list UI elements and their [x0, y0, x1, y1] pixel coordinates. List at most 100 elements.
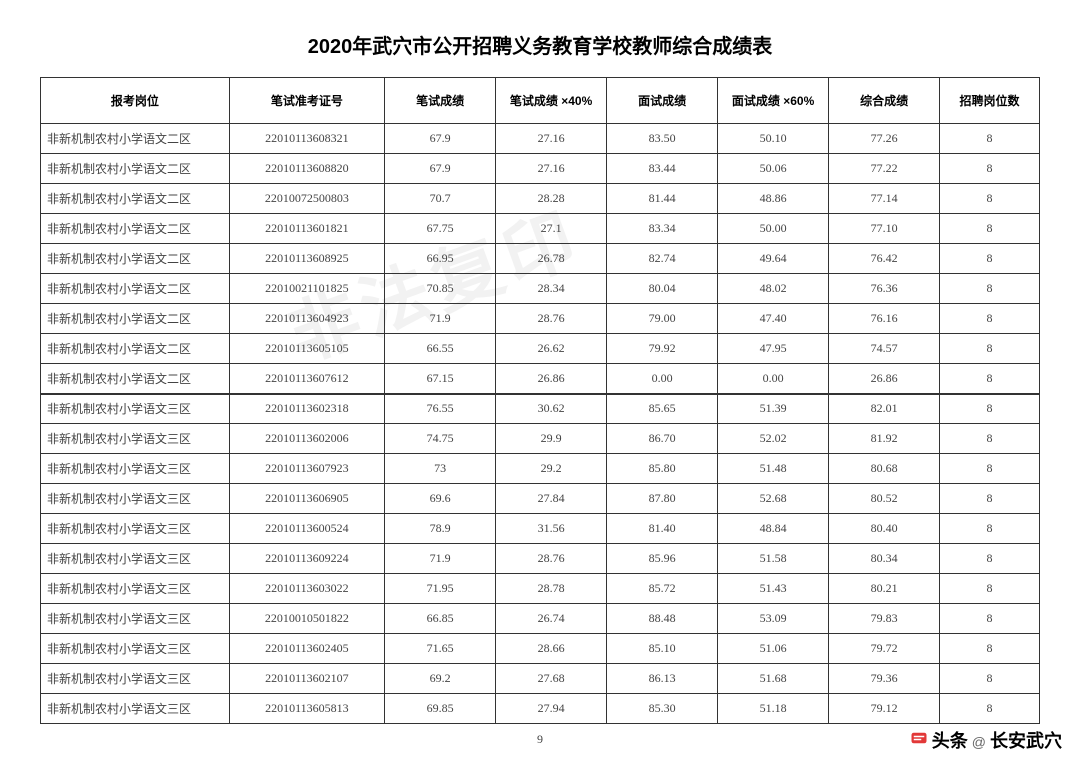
table-cell: 8 — [940, 184, 1040, 214]
table-cell: 79.72 — [829, 634, 940, 664]
table-cell: 27.16 — [496, 154, 607, 184]
table-cell: 77.26 — [829, 124, 940, 154]
table-row: 非新机制农村小学语文三区2201011360052478.931.5681.40… — [41, 514, 1040, 544]
table-body: 非新机制农村小学语文二区2201011360832167.927.1683.50… — [41, 124, 1040, 724]
table-cell: 22010113608321 — [229, 124, 384, 154]
table-cell: 52.68 — [718, 484, 829, 514]
table-cell: 28.78 — [496, 574, 607, 604]
table-cell: 47.95 — [718, 334, 829, 364]
table-cell: 非新机制农村小学语文三区 — [41, 664, 230, 694]
table-cell: 85.30 — [607, 694, 718, 724]
table-row: 非新机制农村小学语文二区2201011360492371.928.7679.00… — [41, 304, 1040, 334]
table-cell: 26.62 — [496, 334, 607, 364]
table-cell: 22010113601821 — [229, 214, 384, 244]
table-row: 非新机制农村小学语文三区2201011360210769.227.6886.13… — [41, 664, 1040, 694]
table-row: 非新机制农村小学语文二区2201011360182167.7527.183.34… — [41, 214, 1040, 244]
table-cell: 8 — [940, 424, 1040, 454]
table-cell: 86.70 — [607, 424, 718, 454]
table-cell: 81.44 — [607, 184, 718, 214]
table-cell: 70.85 — [385, 274, 496, 304]
table-cell: 22010113604923 — [229, 304, 384, 334]
table-cell: 0.00 — [607, 364, 718, 394]
table-cell: 8 — [940, 664, 1040, 694]
page-number: 9 — [40, 732, 1040, 747]
table-cell: 8 — [940, 604, 1040, 634]
table-cell: 非新机制农村小学语文二区 — [41, 214, 230, 244]
table-cell: 27.68 — [496, 664, 607, 694]
column-header: 笔试成绩 — [385, 78, 496, 124]
table-cell: 77.14 — [829, 184, 940, 214]
table-cell: 77.22 — [829, 154, 940, 184]
table-cell: 79.92 — [607, 334, 718, 364]
table-row: 非新机制农村小学语文三区2201011360690569.627.8487.80… — [41, 484, 1040, 514]
table-cell: 22010113608925 — [229, 244, 384, 274]
table-cell: 0.00 — [718, 364, 829, 394]
table-cell: 非新机制农村小学语文三区 — [41, 484, 230, 514]
table-row: 非新机制农村小学语文二区2201011360832167.927.1683.50… — [41, 124, 1040, 154]
table-cell: 51.68 — [718, 664, 829, 694]
table-cell: 8 — [940, 274, 1040, 304]
table-cell: 28.34 — [496, 274, 607, 304]
table-cell: 29.2 — [496, 454, 607, 484]
table-cell: 83.50 — [607, 124, 718, 154]
table-cell: 74.75 — [385, 424, 496, 454]
table-cell: 50.00 — [718, 214, 829, 244]
table-cell: 8 — [940, 244, 1040, 274]
table-cell: 48.84 — [718, 514, 829, 544]
column-header: 面试成绩 ×60% — [718, 78, 829, 124]
table-row: 非新机制农村小学语文三区2201011360231876.5530.6285.6… — [41, 394, 1040, 424]
table-cell: 非新机制农村小学语文三区 — [41, 514, 230, 544]
table-cell: 85.65 — [607, 394, 718, 424]
table-cell: 74.57 — [829, 334, 940, 364]
table-cell: 28.66 — [496, 634, 607, 664]
table-cell: 73 — [385, 454, 496, 484]
table-cell: 51.58 — [718, 544, 829, 574]
table-cell: 22010113605105 — [229, 334, 384, 364]
column-header: 报考岗位 — [41, 78, 230, 124]
table-cell: 22010113609224 — [229, 544, 384, 574]
column-header: 面试成绩 — [607, 78, 718, 124]
table-cell: 76.42 — [829, 244, 940, 274]
table-cell: 48.02 — [718, 274, 829, 304]
table-cell: 8 — [940, 634, 1040, 664]
table-cell: 50.10 — [718, 124, 829, 154]
table-cell: 81.92 — [829, 424, 940, 454]
table-cell: 非新机制农村小学语文三区 — [41, 544, 230, 574]
table-cell: 87.80 — [607, 484, 718, 514]
table-cell: 71.9 — [385, 304, 496, 334]
table-cell: 非新机制农村小学语文二区 — [41, 334, 230, 364]
table-cell: 8 — [940, 514, 1040, 544]
table-row: 非新机制农村小学语文二区2201011360510566.5526.6279.9… — [41, 334, 1040, 364]
table-cell: 85.10 — [607, 634, 718, 664]
column-header: 笔试成绩 ×40% — [496, 78, 607, 124]
table-cell: 8 — [940, 574, 1040, 604]
table-cell: 82.74 — [607, 244, 718, 274]
table-cell: 8 — [940, 154, 1040, 184]
table-row: 非新机制农村小学语文三区2201011360200674.7529.986.70… — [41, 424, 1040, 454]
table-cell: 80.34 — [829, 544, 940, 574]
table-cell: 22010113605813 — [229, 694, 384, 724]
table-cell: 26.86 — [496, 364, 607, 394]
header-row: 报考岗位笔试准考证号笔试成绩笔试成绩 ×40%面试成绩面试成绩 ×60%综合成绩… — [41, 78, 1040, 124]
column-header: 综合成绩 — [829, 78, 940, 124]
table-cell: 非新机制农村小学语文三区 — [41, 394, 230, 424]
table-cell: 22010113607612 — [229, 364, 384, 394]
table-cell: 8 — [940, 394, 1040, 424]
table-cell: 27.84 — [496, 484, 607, 514]
table-cell: 69.6 — [385, 484, 496, 514]
table-cell: 8 — [940, 124, 1040, 154]
table-cell: 22010113607923 — [229, 454, 384, 484]
table-cell: 71.9 — [385, 544, 496, 574]
table-cell: 26.86 — [829, 364, 940, 394]
table-cell: 80.40 — [829, 514, 940, 544]
table-cell: 非新机制农村小学语文三区 — [41, 424, 230, 454]
table-cell: 81.40 — [607, 514, 718, 544]
table-cell: 51.06 — [718, 634, 829, 664]
table-cell: 51.43 — [718, 574, 829, 604]
table-cell: 非新机制农村小学语文二区 — [41, 154, 230, 184]
table-cell: 80.52 — [829, 484, 940, 514]
table-cell: 82.01 — [829, 394, 940, 424]
table-cell: 非新机制农村小学语文二区 — [41, 274, 230, 304]
table-cell: 非新机制农村小学语文二区 — [41, 244, 230, 274]
table-cell: 85.72 — [607, 574, 718, 604]
